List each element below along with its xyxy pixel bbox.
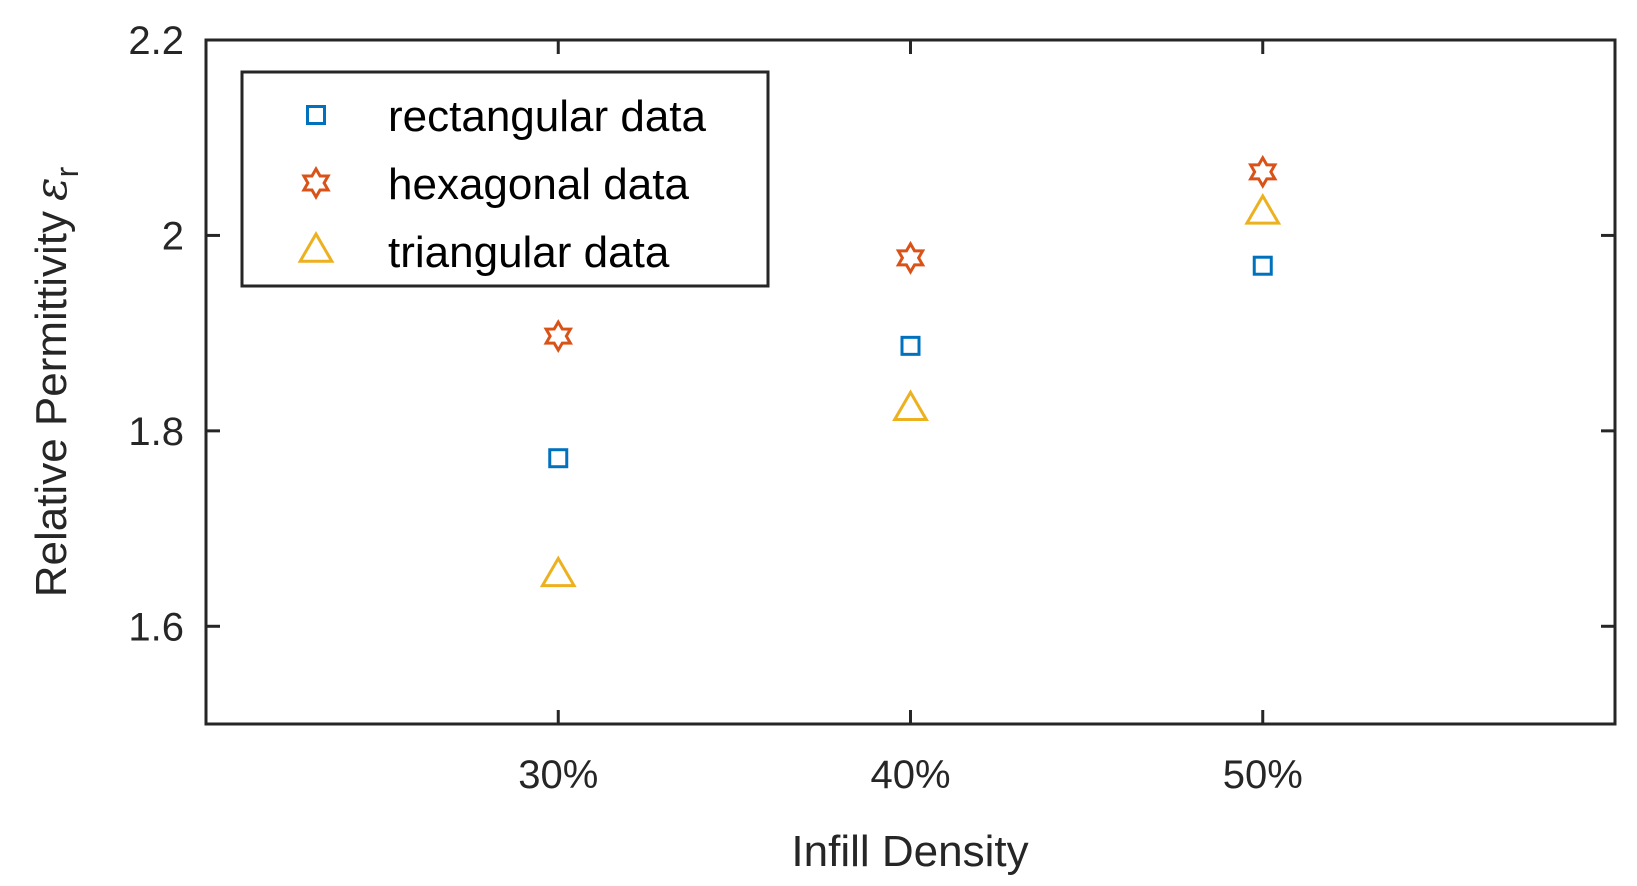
axes-box — [204, 38, 1617, 726]
legend-box — [240, 70, 770, 288]
legend-marker-hexagonal — [301, 166, 331, 200]
y-axis-label-symbol: ε — [26, 177, 77, 201]
y-tick-label: 2.2 — [128, 19, 184, 63]
x-tick-label: 30% — [518, 753, 598, 797]
rectangular-point — [900, 335, 921, 356]
triangular-point — [1244, 192, 1282, 225]
x-tick-labels: 30% 40% 50% — [518, 753, 1303, 797]
x-tick-label: 40% — [870, 753, 950, 797]
y-tick-label: 1.8 — [128, 410, 184, 454]
legend-label-hexagonal: hexagonal data — [388, 160, 689, 209]
rectangular-point — [548, 448, 569, 469]
legend-marker-triangular — [297, 231, 335, 263]
legend: rectangular data hexagonal data triangular… — [240, 70, 770, 288]
triangular-point — [539, 555, 577, 588]
y-tick-labels: 1.6 1.8 2 2.2 — [128, 19, 184, 649]
triangular-point — [892, 389, 929, 422]
y-axis-label-text: Relative Permittivity — [27, 211, 76, 597]
legend-items: rectangular data hexagonal data triangular… — [297, 92, 707, 277]
y-tick-label: 2 — [162, 214, 184, 258]
legend-marker-rectangular — [306, 105, 326, 125]
y-tick-label: 1.6 — [128, 605, 184, 649]
hexagonal-point — [543, 319, 573, 354]
legend-label-triangular: triangular data — [388, 228, 670, 277]
hexagonal-point — [895, 240, 926, 275]
x-tick-label: 50% — [1223, 753, 1303, 797]
rectangular-point — [1252, 255, 1273, 276]
data-marks — [539, 154, 1282, 588]
x-axis-label: Infill Density — [791, 827, 1028, 876]
hexagonal-point — [1248, 154, 1278, 189]
legend-label-rectangular: rectangular data — [388, 92, 707, 141]
y-axis-label: Relative Permittivity εr — [26, 166, 85, 597]
y-axis-label-subscript: r — [49, 166, 85, 177]
